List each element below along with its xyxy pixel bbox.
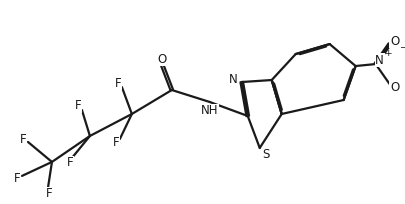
Text: O: O xyxy=(157,53,166,65)
Text: N: N xyxy=(228,73,237,85)
Text: O: O xyxy=(389,81,398,93)
Text: S: S xyxy=(261,149,269,161)
Text: N: N xyxy=(374,53,383,67)
Text: O: O xyxy=(389,34,398,48)
Text: +: + xyxy=(383,49,390,58)
Text: F: F xyxy=(114,76,121,90)
Text: F: F xyxy=(45,187,52,200)
Text: F: F xyxy=(14,172,20,185)
Text: F: F xyxy=(75,100,81,112)
Text: NH: NH xyxy=(200,104,218,118)
Text: F: F xyxy=(66,156,73,170)
Text: −: − xyxy=(398,43,405,52)
Text: F: F xyxy=(19,133,26,146)
Text: F: F xyxy=(112,136,119,150)
